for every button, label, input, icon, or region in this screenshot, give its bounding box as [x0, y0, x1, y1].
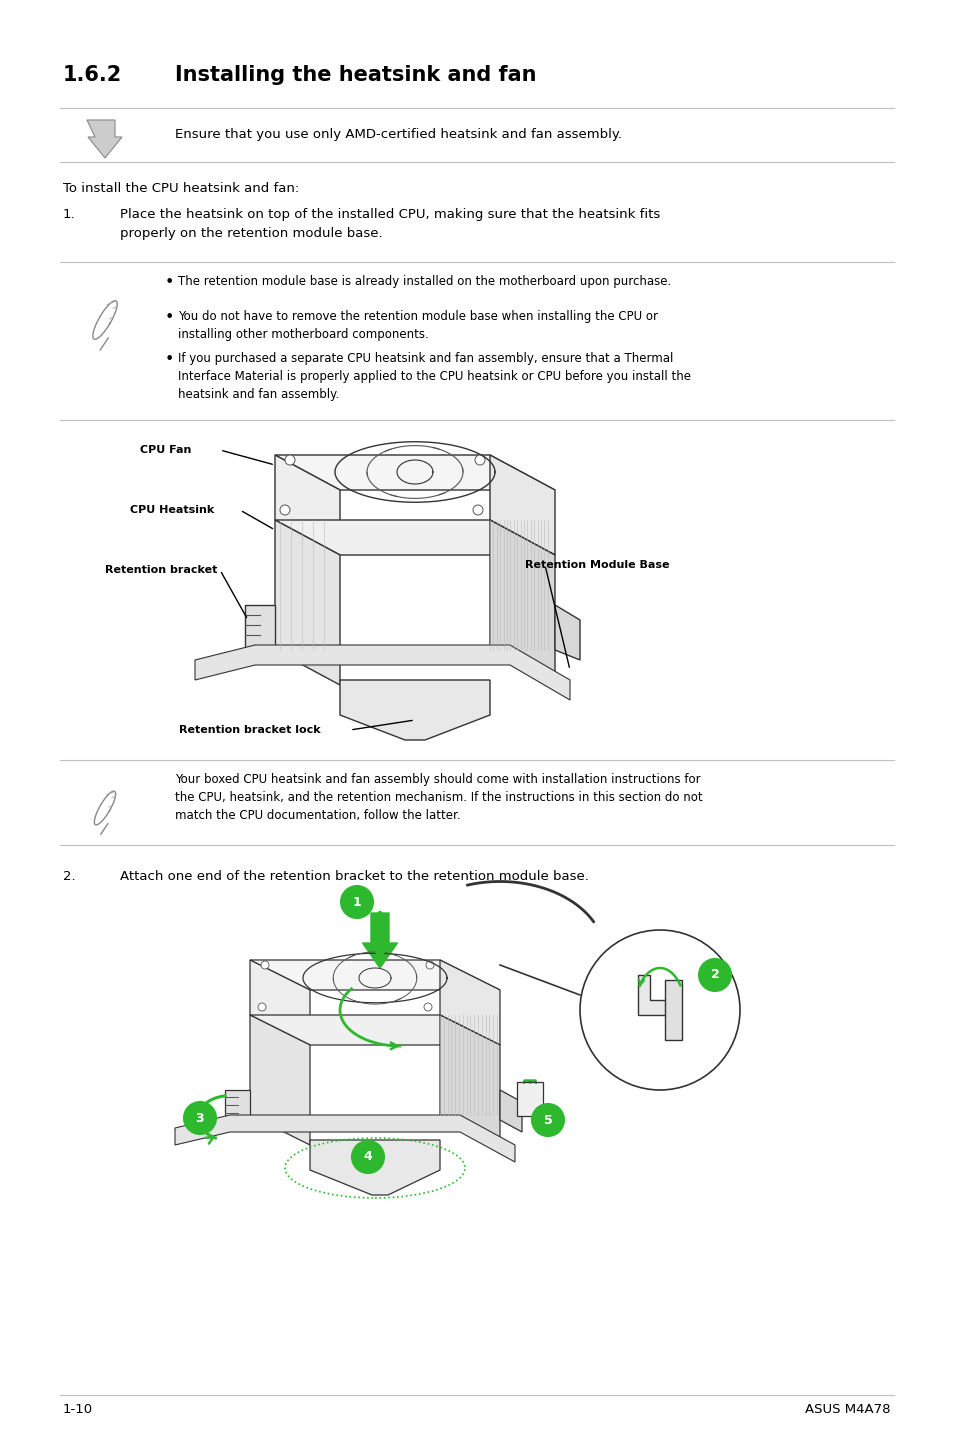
- FancyBboxPatch shape: [517, 1083, 542, 1116]
- Text: Your boxed CPU heatsink and fan assembly should come with installation instructi: Your boxed CPU heatsink and fan assembly…: [174, 773, 702, 822]
- Polygon shape: [274, 520, 339, 684]
- Polygon shape: [310, 1140, 439, 1194]
- Polygon shape: [194, 644, 569, 700]
- Circle shape: [285, 455, 294, 465]
- Text: Installing the heatsink and fan: Installing the heatsink and fan: [174, 64, 536, 84]
- Polygon shape: [499, 1090, 521, 1133]
- Circle shape: [699, 959, 730, 991]
- Text: 4: 4: [363, 1150, 372, 1163]
- Circle shape: [532, 1104, 563, 1136]
- Text: •: •: [165, 275, 174, 291]
- Polygon shape: [245, 604, 274, 650]
- Text: CPU Fan: CPU Fan: [140, 445, 192, 455]
- Polygon shape: [664, 979, 681, 1040]
- Text: •: •: [165, 352, 174, 367]
- Circle shape: [280, 505, 290, 516]
- Circle shape: [261, 961, 269, 969]
- Text: ASUS M4A78: ASUS M4A78: [804, 1403, 890, 1416]
- Text: 2.: 2.: [63, 871, 75, 884]
- Polygon shape: [555, 604, 579, 660]
- Text: 2: 2: [710, 968, 719, 981]
- Polygon shape: [250, 1015, 310, 1146]
- Text: You do not have to remove the retention module base when installing the CPU or
i: You do not have to remove the retention …: [178, 309, 658, 341]
- Text: Ensure that you use only AMD-certified heatsink and fan assembly.: Ensure that you use only AMD-certified h…: [174, 127, 621, 140]
- Polygon shape: [638, 975, 669, 1015]
- Polygon shape: [274, 520, 555, 556]
- Polygon shape: [225, 1090, 250, 1120]
- Circle shape: [426, 961, 434, 969]
- Circle shape: [340, 886, 373, 918]
- Polygon shape: [87, 120, 122, 158]
- Text: Retention Module Base: Retention Module Base: [524, 560, 669, 570]
- Polygon shape: [174, 1116, 515, 1161]
- Polygon shape: [274, 455, 339, 556]
- Polygon shape: [274, 455, 555, 490]
- Text: 1-10: 1-10: [63, 1403, 93, 1416]
- Text: Retention bracket lock: Retention bracket lock: [179, 725, 320, 735]
- Circle shape: [475, 455, 484, 465]
- Text: Attach one end of the retention bracket to the retention module base.: Attach one end of the retention bracket …: [120, 871, 588, 884]
- Text: CPU Heatsink: CPU Heatsink: [130, 505, 214, 516]
- Text: 3: 3: [195, 1111, 204, 1124]
- Text: If you purchased a separate CPU heatsink and fan assembly, ensure that a Thermal: If you purchased a separate CPU heatsink…: [178, 352, 690, 401]
- Text: To install the CPU heatsink and fan:: To install the CPU heatsink and fan:: [63, 182, 299, 195]
- Polygon shape: [250, 959, 310, 1045]
- Text: 1.6.2: 1.6.2: [63, 64, 122, 84]
- FancyArrow shape: [362, 914, 397, 968]
- Polygon shape: [490, 520, 555, 684]
- Circle shape: [257, 1002, 266, 1011]
- Circle shape: [423, 1002, 432, 1011]
- Text: Place the heatsink on top of the installed CPU, making sure that the heatsink fi: Place the heatsink on top of the install…: [120, 208, 659, 241]
- Text: Retention bracket: Retention bracket: [105, 566, 217, 576]
- Circle shape: [579, 929, 740, 1090]
- Polygon shape: [250, 1015, 499, 1045]
- Polygon shape: [250, 959, 499, 990]
- Text: 1: 1: [353, 895, 361, 908]
- Polygon shape: [490, 455, 555, 556]
- Text: The retention module base is already installed on the motherboard upon purchase.: The retention module base is already ins…: [178, 275, 671, 288]
- Text: •: •: [165, 309, 174, 325]
- Text: 1.: 1.: [63, 208, 75, 221]
- FancyArrow shape: [518, 1080, 540, 1106]
- Text: 5: 5: [543, 1114, 552, 1127]
- Circle shape: [184, 1103, 215, 1134]
- Polygon shape: [439, 1015, 499, 1146]
- Circle shape: [352, 1141, 384, 1173]
- Polygon shape: [439, 959, 499, 1045]
- Circle shape: [473, 505, 482, 516]
- Polygon shape: [339, 680, 490, 740]
